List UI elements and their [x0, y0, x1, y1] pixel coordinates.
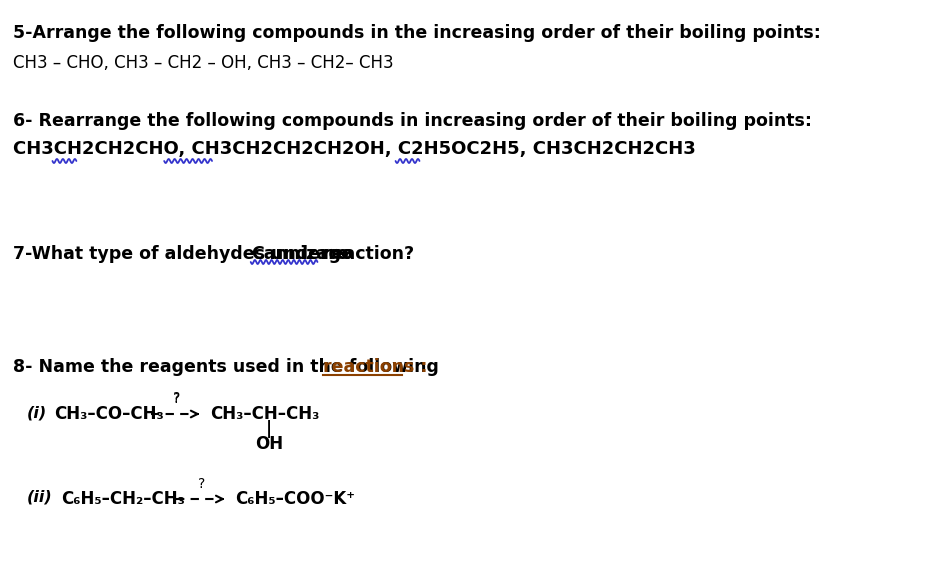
Text: ?: ? [173, 392, 180, 406]
Text: (i): (i) [27, 405, 48, 420]
Text: OH: OH [254, 435, 283, 453]
Text: reactions :: reactions : [322, 358, 428, 376]
Text: C₆H₅–COO⁻K⁺: C₆H₅–COO⁻K⁺ [235, 490, 355, 508]
Text: CH3CH2CH2CHO, CH3CH2CH2CH2OH, C2H5OC2H5, CH3CH2CH2CH3: CH3CH2CH2CHO, CH3CH2CH2CH2OH, C2H5OC2H5,… [12, 140, 695, 158]
Text: |: | [266, 420, 272, 438]
Text: CH3 – CHO, CH3 – CH2 – OH, CH3 – CH2– CH3: CH3 – CHO, CH3 – CH2 – OH, CH3 – CH2– CH… [12, 54, 393, 72]
Text: 5-Arrange the following compounds in the increasing order of their boiling point: 5-Arrange the following compounds in the… [12, 24, 820, 42]
Text: ?: ? [199, 477, 205, 491]
Text: CH₃–CH–CH₃: CH₃–CH–CH₃ [210, 405, 319, 423]
Text: Cannizaro: Cannizaro [251, 245, 349, 263]
Text: ?: ? [173, 391, 180, 405]
Text: 7-What type of aldehydes undergo: 7-What type of aldehydes undergo [12, 245, 359, 263]
Text: C₆H₅–CH₂–CH₃: C₆H₅–CH₂–CH₃ [61, 490, 185, 508]
Text: reaction?: reaction? [318, 245, 415, 263]
Text: CH₃–CO–CH₃: CH₃–CO–CH₃ [54, 405, 163, 423]
Text: 6- Rearrange the following compounds in increasing order of their boiling points: 6- Rearrange the following compounds in … [12, 112, 812, 130]
Text: 8- Name the reagents used in the following: 8- Name the reagents used in the followi… [12, 358, 445, 376]
Text: (ii): (ii) [27, 490, 52, 505]
